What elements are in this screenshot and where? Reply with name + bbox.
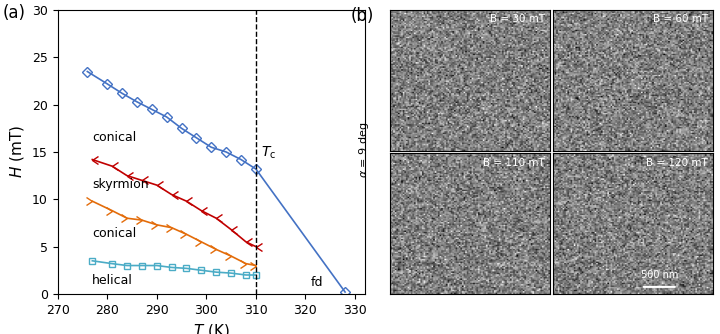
Text: (b): (b) [350, 7, 374, 25]
Text: B = 30 mT: B = 30 mT [490, 14, 545, 24]
Text: conical: conical [92, 131, 137, 144]
Text: B = 120 mT: B = 120 mT [647, 158, 708, 168]
Y-axis label: $H$ (mT): $H$ (mT) [9, 126, 27, 178]
Text: 500 nm: 500 nm [641, 270, 678, 280]
Text: B = 60 mT: B = 60 mT [653, 14, 708, 24]
Text: (a): (a) [2, 4, 25, 22]
X-axis label: $T$ (K): $T$ (K) [193, 322, 230, 334]
Text: conical: conical [92, 227, 137, 240]
Text: $T_\mathrm{c}$: $T_\mathrm{c}$ [261, 145, 276, 161]
Text: skyrmion: skyrmion [92, 178, 149, 191]
Text: fd: fd [310, 276, 323, 289]
Text: $\alpha$ = 9 deg: $\alpha$ = 9 deg [356, 122, 371, 178]
Text: helical: helical [92, 275, 133, 288]
Text: B = 110 mT: B = 110 mT [483, 158, 545, 168]
